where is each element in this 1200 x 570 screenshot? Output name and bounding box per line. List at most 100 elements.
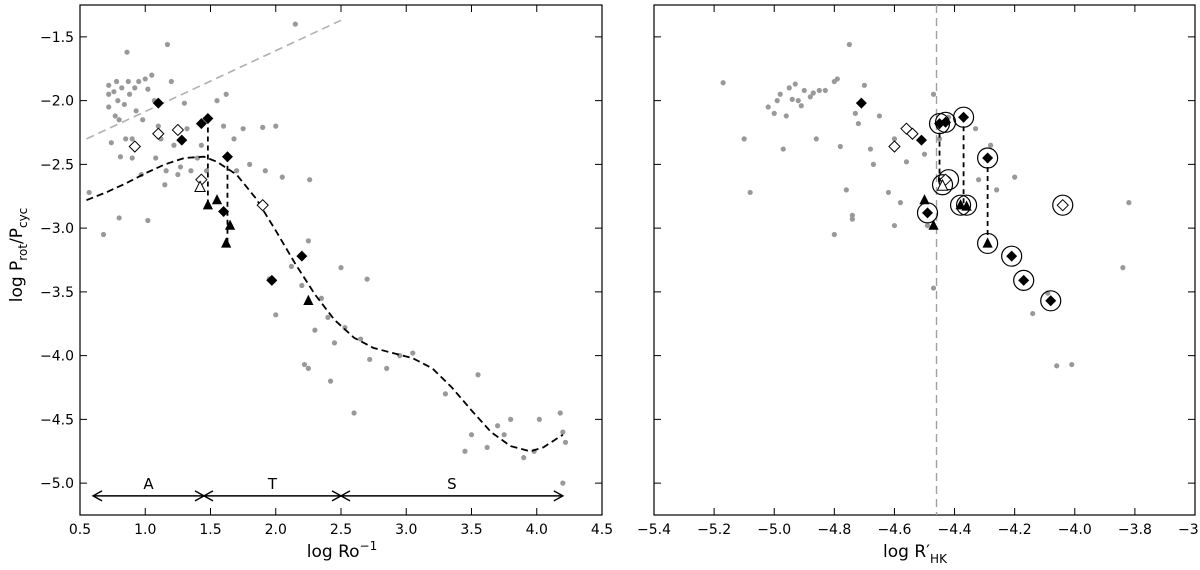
right-filled-diamond xyxy=(922,207,934,219)
left-grey-point xyxy=(234,168,240,174)
right-x-tick-label: −4.2 xyxy=(998,522,1032,538)
left-grey-point xyxy=(292,21,298,27)
right-filled-diamond xyxy=(982,152,994,164)
right-grey-point xyxy=(849,212,855,218)
left-y-tick-label: −2.0 xyxy=(40,94,74,110)
right-filled-diamond xyxy=(1018,274,1030,286)
left-grey-point xyxy=(188,168,194,174)
left-filled-diamond xyxy=(195,118,207,130)
left-grey-point xyxy=(168,78,174,85)
left-grey-point xyxy=(115,98,121,104)
right-grey-point xyxy=(786,85,792,91)
right-circle-marker xyxy=(955,194,978,216)
right-x-tick-label: −4.0 xyxy=(1058,522,1092,538)
right-circle-marker xyxy=(949,194,972,216)
right-filled-diamond xyxy=(855,97,867,109)
left-grey-point xyxy=(111,89,117,95)
right-x-tick-label: −4.8 xyxy=(817,522,851,538)
left-open-triangle xyxy=(194,180,206,193)
right-grey-point xyxy=(771,110,777,116)
left-grey-point xyxy=(536,416,542,422)
left-grey-point xyxy=(327,378,334,384)
left-grey-point xyxy=(142,76,148,82)
left-grey-point xyxy=(203,168,210,174)
right-circle-marker xyxy=(1052,194,1074,216)
left-grey-point xyxy=(557,410,563,416)
left-grey-point xyxy=(106,91,112,97)
left-grey-point xyxy=(129,155,135,161)
right-filled-diamond xyxy=(958,111,970,123)
left-grey-point xyxy=(124,49,130,55)
right-x-tick-label: −4.4 xyxy=(938,522,972,538)
left-grey-point xyxy=(299,282,305,289)
right-grey-point xyxy=(783,113,789,119)
right-grey-point xyxy=(891,222,898,229)
left-grey-point xyxy=(279,174,285,180)
right-grey-point xyxy=(849,216,855,222)
right-grey-point xyxy=(720,80,726,86)
ylabel-mid: /P xyxy=(7,228,27,244)
left-grey-point xyxy=(126,91,133,97)
left-x-tick-label: 3.5 xyxy=(460,522,482,538)
right-grey-point xyxy=(789,96,795,102)
left-grey-point xyxy=(288,263,295,269)
right-grey-point xyxy=(1120,265,1126,271)
left-grey-point xyxy=(331,340,338,346)
right-x-tick-label: −5.4 xyxy=(637,522,671,538)
left-grey-point xyxy=(136,78,142,85)
right-grey-point xyxy=(747,189,753,196)
left-grey-point xyxy=(108,140,114,146)
right-grey-point xyxy=(867,146,874,152)
left-filled-diamond xyxy=(176,134,188,146)
left-region-arrowhead-left xyxy=(339,490,351,502)
right-filled-diamond xyxy=(1045,295,1057,307)
left-grey-point xyxy=(145,217,151,224)
left-filled-triangle xyxy=(211,194,223,205)
right-filled-diamond xyxy=(1006,250,1018,262)
left-y-tick-label: −4.0 xyxy=(40,349,74,365)
left-trend-curve xyxy=(86,155,564,453)
right-circle-marker xyxy=(952,106,975,128)
left-grey-point xyxy=(140,117,146,123)
right-grey-point xyxy=(930,285,937,291)
right-grey-point xyxy=(972,126,979,132)
left-grey-point xyxy=(116,117,122,123)
right-circle-marker xyxy=(977,232,999,255)
right-open-triangle xyxy=(936,178,949,191)
left-grey-point xyxy=(132,85,138,91)
left-grey-point xyxy=(153,155,159,161)
right-grey-point xyxy=(852,110,858,116)
right-filled-diamond xyxy=(940,116,952,128)
right-open-diamond xyxy=(1056,198,1069,212)
right-grey-point xyxy=(891,136,898,142)
left-grey-point xyxy=(198,142,204,148)
right-x-tick-label: −5.0 xyxy=(757,522,791,538)
right-grey-point xyxy=(897,200,904,206)
left-grey-point xyxy=(351,410,357,416)
left-grey-point xyxy=(214,98,220,104)
left-grey-point xyxy=(117,154,124,160)
left-grey-point xyxy=(175,171,181,178)
right-grey-point xyxy=(741,136,747,142)
left-grey-point xyxy=(521,455,527,461)
left-x-tick-label: 4.0 xyxy=(526,522,548,538)
right-grey-point xyxy=(976,177,982,183)
right-grey-point xyxy=(831,231,837,238)
ylabel-sub-rot: rot xyxy=(16,244,30,261)
right-grey-point xyxy=(988,142,994,148)
left-grey-point xyxy=(442,391,448,397)
right-grey-point xyxy=(792,81,798,87)
left-grey-point xyxy=(145,86,151,92)
right-circle-marker xyxy=(1040,290,1062,312)
right-circle-marker xyxy=(977,147,999,169)
right-grey-point xyxy=(1126,200,1132,206)
right-open-diamond xyxy=(900,122,913,135)
right-x-tick-label: −3.6 xyxy=(1178,522,1200,538)
left-grey-point xyxy=(125,78,131,85)
left-region-arrowhead-left xyxy=(202,490,214,502)
right-grey-point xyxy=(1054,363,1060,369)
left-grey-point xyxy=(468,432,475,438)
right-grey-point xyxy=(843,187,849,193)
left-grey-point xyxy=(149,72,155,78)
